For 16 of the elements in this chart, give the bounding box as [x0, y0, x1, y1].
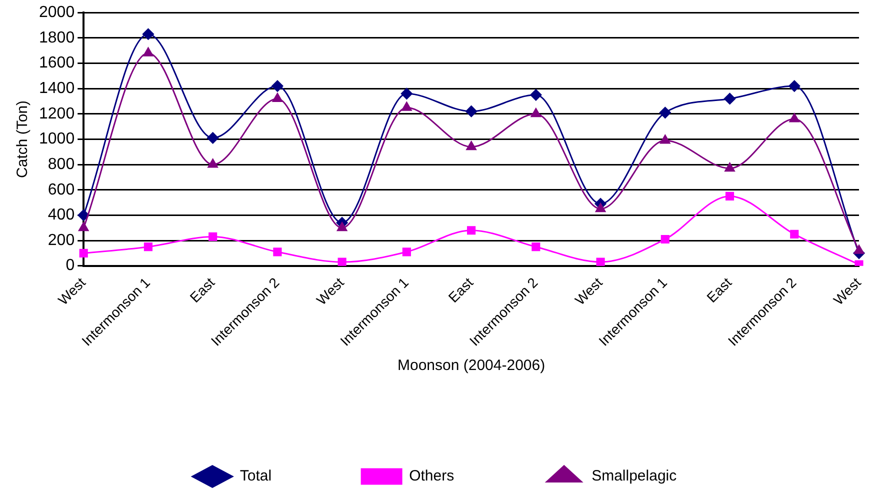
y-axis-title: Catch (Ton) — [14, 100, 32, 178]
legend-label: Others — [409, 468, 454, 485]
y-tick-label: 1800 — [39, 29, 75, 46]
y-tick-label: 2000 — [39, 4, 75, 22]
legend-label: Smallpelagic — [592, 468, 678, 485]
legend-label: Total — [240, 468, 272, 485]
x-axis-title: Moonson (2004-2006) — [397, 357, 546, 374]
y-tick-label: 400 — [48, 206, 75, 224]
y-tick-label: 1600 — [39, 54, 75, 72]
y-tick-label: 1000 — [39, 130, 75, 148]
y-tick-label: 1200 — [39, 105, 75, 122]
y-tick-label: 600 — [48, 181, 75, 198]
y-tick-label: 1400 — [39, 80, 75, 97]
y-tick-label: 200 — [48, 232, 75, 249]
y-tick-label: 0 — [66, 257, 75, 274]
y-tick-label: 800 — [48, 156, 75, 173]
